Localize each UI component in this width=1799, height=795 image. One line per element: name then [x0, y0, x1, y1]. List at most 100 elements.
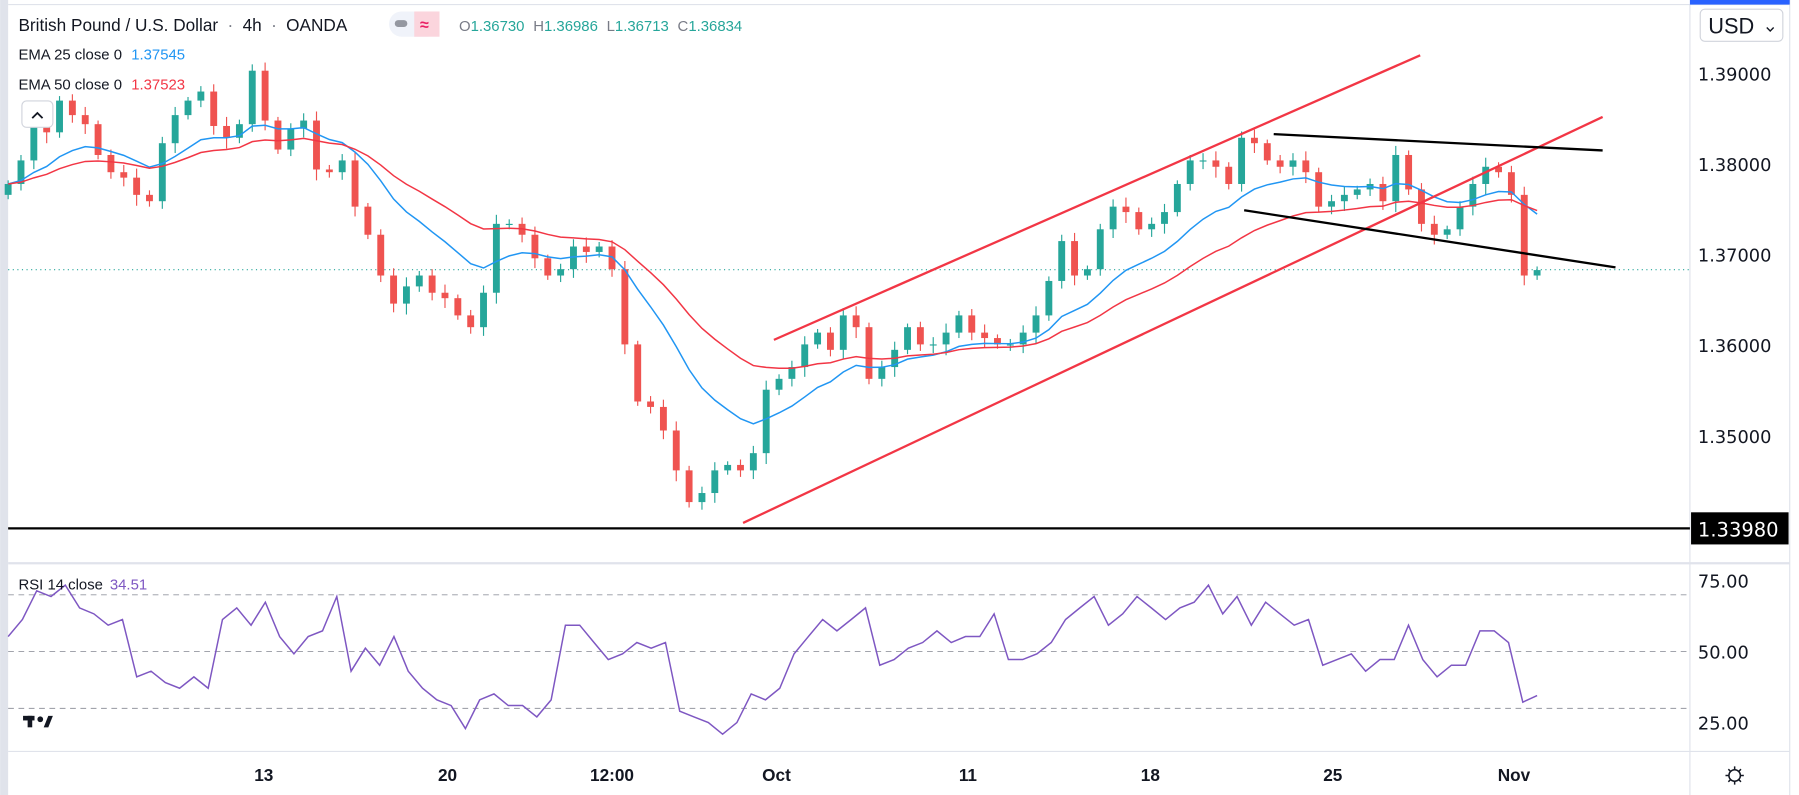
- wedge-lower-trendline[interactable]: [1243, 209, 1616, 269]
- candle: [737, 459, 744, 477]
- candle-body: [1199, 160, 1207, 162]
- ema25-legend[interactable]: EMA 25 close 0 1.37545: [18, 48, 185, 64]
- candle-body: [81, 115, 89, 125]
- candle-body: [1276, 160, 1284, 167]
- candle-body: [1032, 315, 1040, 333]
- candle-body: [1225, 166, 1233, 184]
- candle: [634, 340, 642, 406]
- market-status-pill[interactable]: ≈: [389, 11, 440, 37]
- rsi-tick-label: 25.00: [1698, 713, 1749, 734]
- candle-body: [531, 234, 539, 259]
- candle-body: [698, 493, 706, 503]
- candle-body: [942, 332, 950, 345]
- settings-gear-icon[interactable]: [1725, 766, 1744, 785]
- candle-body: [338, 160, 346, 173]
- candle-body: [210, 91, 218, 126]
- price-tick-label: 1.39000: [1698, 64, 1771, 85]
- candle-body: [1186, 160, 1194, 184]
- candle-body: [261, 70, 269, 121]
- ema50-legend[interactable]: EMA 50 close 0 1.37523: [18, 77, 185, 93]
- candle: [968, 309, 976, 341]
- candle: [300, 113, 308, 138]
- candle: [1096, 223, 1104, 276]
- candle: [544, 254, 552, 280]
- candle: [1533, 266, 1541, 280]
- ohlc-values: O1.36730 H1.36986 L1.36713 C1.36834: [459, 19, 742, 35]
- candle-body: [1353, 189, 1361, 195]
- candle-body: [158, 143, 166, 202]
- interval[interactable]: 4h: [243, 15, 262, 35]
- candle: [801, 336, 809, 377]
- candle-body: [1083, 269, 1091, 276]
- currency-button[interactable]: USD: [1699, 8, 1784, 42]
- candle-body: [878, 367, 886, 379]
- candle-body: [1302, 160, 1310, 173]
- candle: [672, 421, 680, 482]
- candle-body: [1006, 344, 1014, 346]
- candle: [1353, 185, 1361, 200]
- pill-right: [414, 11, 440, 37]
- candle-body: [647, 401, 655, 407]
- toolbar-accent: [1689, 0, 1790, 5]
- candle: [402, 277, 410, 315]
- logo-dot: [37, 716, 44, 723]
- candle: [1071, 232, 1079, 286]
- candle: [826, 327, 834, 357]
- collapse-legend-button[interactable]: [21, 100, 54, 128]
- logo-stem: [27, 715, 33, 728]
- rsi-legend[interactable]: RSI 14 close 34.51: [18, 578, 147, 594]
- candle: [1482, 157, 1490, 195]
- chart-legend: British Pound / U.S. Dollar · 4h · OANDA…: [18, 11, 742, 594]
- candle-body: [274, 120, 282, 150]
- approx-equal-icon: ≈: [420, 16, 429, 34]
- candle: [570, 239, 577, 278]
- candle-body: [955, 315, 963, 333]
- candle-body: [1096, 229, 1104, 270]
- candle-body: [1418, 189, 1425, 224]
- candle-body: [30, 125, 38, 161]
- rsi-line: [7, 583, 1538, 736]
- candle-body: [43, 125, 51, 133]
- candle: [1045, 276, 1053, 321]
- candle-body: [929, 344, 937, 346]
- candle: [557, 263, 565, 283]
- separator: ·: [227, 15, 233, 35]
- candle: [1405, 150, 1413, 195]
- candle: [1148, 217, 1156, 237]
- channel-lower-trendline[interactable]: [742, 115, 1604, 524]
- candle-body: [492, 223, 500, 293]
- time-tick-label: Oct: [762, 765, 791, 785]
- candle-body: [171, 115, 179, 144]
- symbol-name[interactable]: British Pound / U.S. Dollar: [18, 15, 218, 35]
- candle: [338, 154, 346, 180]
- candle: [1135, 207, 1143, 235]
- candle-body: [1392, 154, 1400, 202]
- candle-body: [107, 154, 115, 173]
- candle-body: [402, 286, 410, 304]
- channel-upper-trendline[interactable]: [773, 54, 1421, 341]
- axes: 1.39000 1.38000 1.37000 1.36000 1.35000 13 20 1…: [254, 64, 1789, 785]
- wedge-upper-trendline[interactable]: [1273, 132, 1603, 152]
- rsi-tick-label: 50.00: [1698, 642, 1749, 663]
- candle-body: [120, 172, 128, 178]
- candle: [647, 396, 655, 414]
- candle: [1392, 145, 1400, 213]
- price-tick-label: 1.38000: [1698, 155, 1771, 176]
- candle-body: [981, 332, 989, 339]
- candle: [1289, 153, 1297, 176]
- candle: [1250, 129, 1258, 153]
- candle: [916, 321, 924, 351]
- candle-body: [68, 100, 76, 116]
- candle: [364, 203, 372, 240]
- candle-body: [994, 338, 1001, 345]
- candle-body: [685, 470, 693, 503]
- price-pane[interactable]: [4, 54, 1690, 530]
- rsi-pane[interactable]: [7, 583, 1690, 736]
- candle-body: [1379, 183, 1387, 202]
- tradingview-logo[interactable]: [23, 715, 53, 728]
- candle-body: [1212, 160, 1220, 167]
- candle: [839, 308, 847, 359]
- candle-body: [1469, 183, 1477, 207]
- candle-body: [415, 275, 423, 287]
